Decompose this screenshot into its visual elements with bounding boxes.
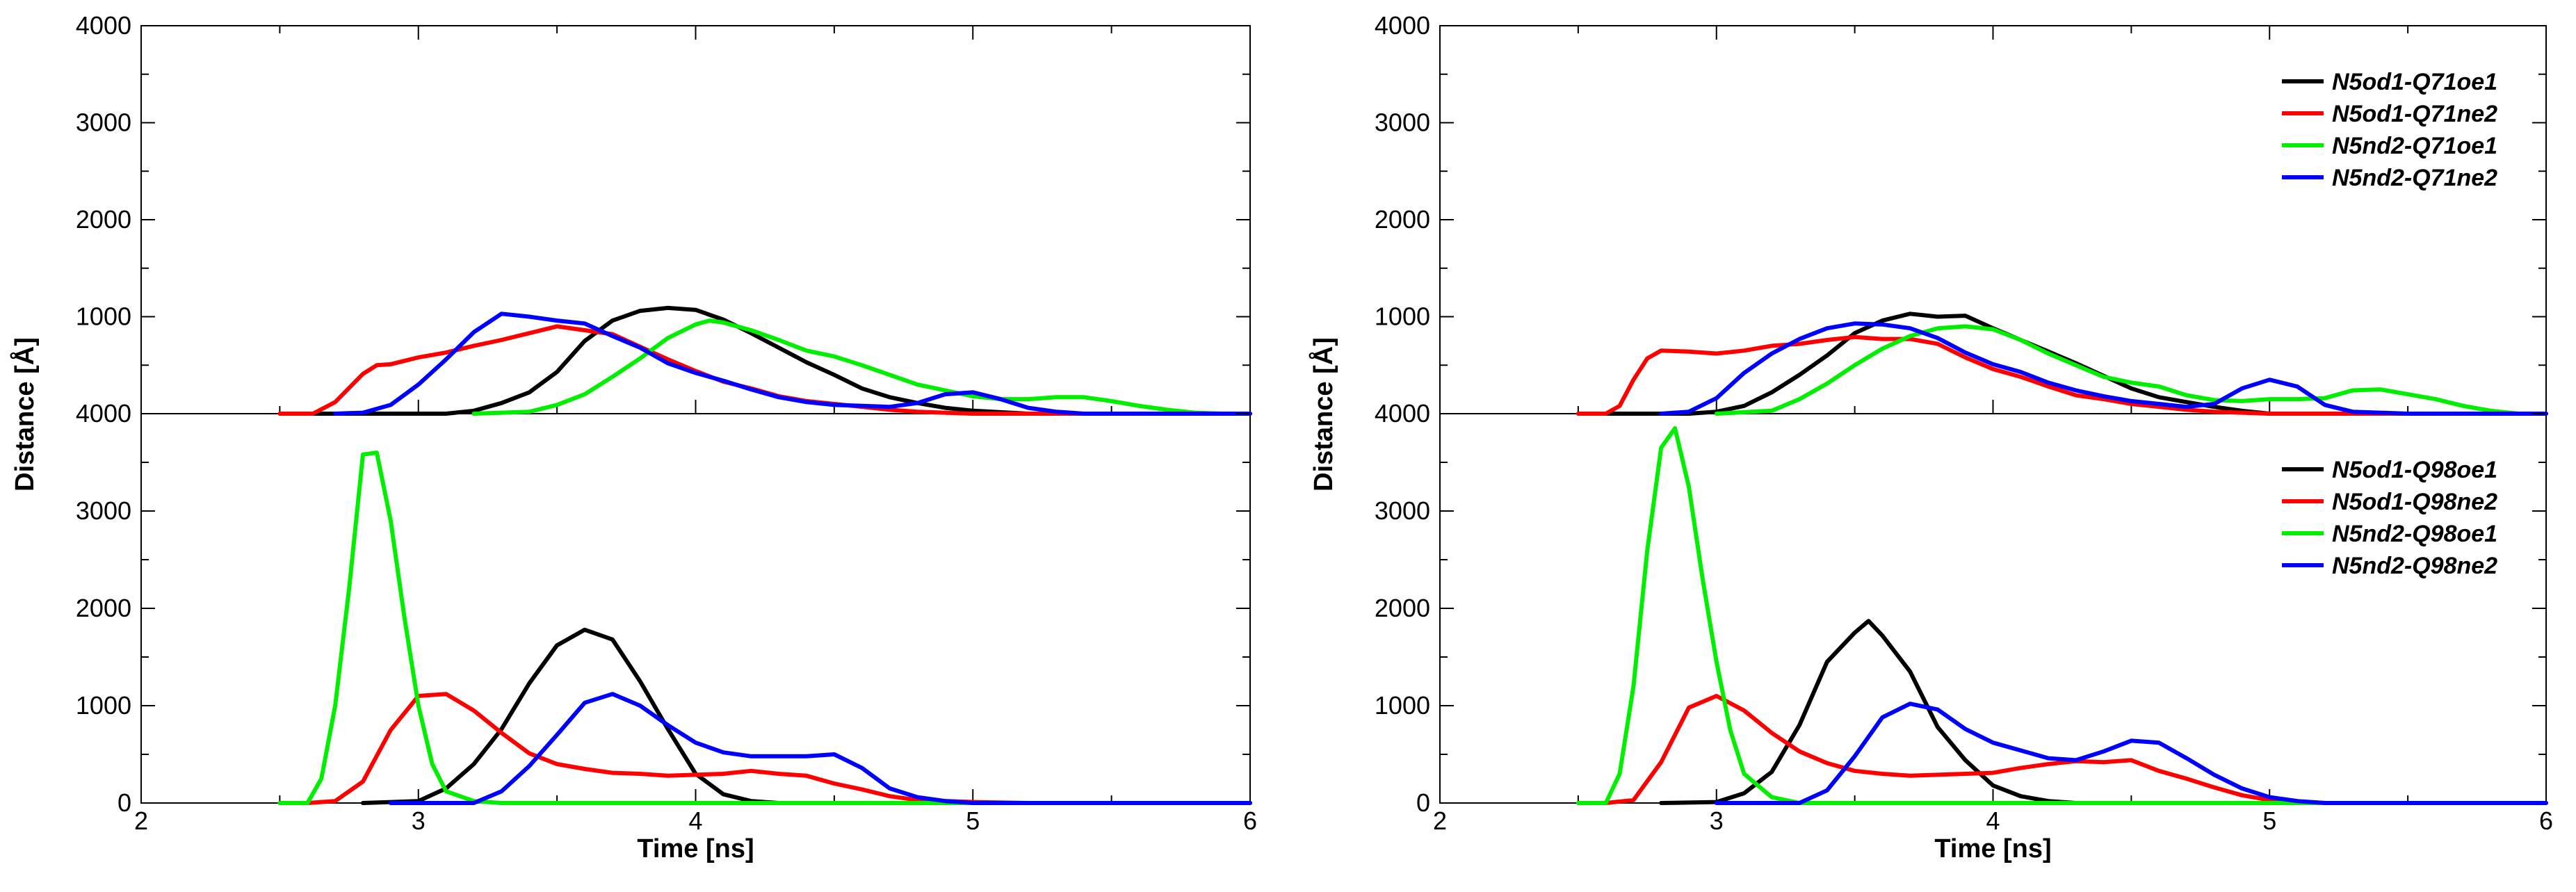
series-line-N5od1-Q71oe1 bbox=[305, 305, 1252, 416]
series-line-N5nd2-Q71oe1 bbox=[1714, 324, 2548, 416]
series-line-N5nd2-Q98oe1 bbox=[1575, 426, 2548, 805]
legend-label: N5nd2-Q71ne2 bbox=[2332, 165, 2497, 191]
series-line-N5nd2-Q98ne2 bbox=[1714, 702, 2548, 805]
x-axis-label: Time [ns] bbox=[1934, 834, 2051, 863]
series-line-N5od1-Q98ne2 bbox=[1603, 694, 2548, 805]
legend-label: N5od1-Q71oe1 bbox=[2332, 69, 2497, 95]
legend-label: N5nd2-Q98oe1 bbox=[2332, 521, 2497, 547]
y-tick-label: 4000 bbox=[76, 11, 131, 40]
y-tick-label: 2000 bbox=[76, 205, 131, 234]
y-tick-label: 2000 bbox=[1375, 594, 1430, 622]
series-line-N5nd2-Q71ne2 bbox=[333, 311, 1252, 416]
series-line-N5od1-Q71oe1 bbox=[1603, 311, 2548, 416]
y-tick-label: 1000 bbox=[76, 302, 131, 331]
y-tick-label: 0 bbox=[1416, 788, 1430, 817]
series-line-N5nd2-Q71oe1 bbox=[471, 318, 1252, 416]
y-tick-label: 1000 bbox=[76, 691, 131, 720]
x-tick-label: 3 bbox=[1710, 806, 1724, 835]
x-tick-label: 2 bbox=[134, 806, 148, 835]
x-tick-label: 4 bbox=[1986, 806, 2000, 835]
y-tick-label: 4000 bbox=[1375, 399, 1430, 428]
y-tick-label: 2000 bbox=[1375, 205, 1430, 234]
series-line-N5nd2-Q98oe1 bbox=[277, 451, 1252, 805]
series-line-N5nd2-Q98ne2 bbox=[388, 692, 1252, 805]
legend-label: N5od1-Q98ne2 bbox=[2332, 489, 2497, 515]
y-tick-label: 1000 bbox=[1375, 691, 1430, 720]
y-tick-label: 4000 bbox=[76, 399, 131, 428]
legend-label: N5nd2-Q98ne2 bbox=[2332, 553, 2497, 579]
x-tick-label: 4 bbox=[688, 806, 702, 835]
subplot-top: 4000 1000 2000 3000 4000 bbox=[76, 11, 1252, 428]
y-tick-label: 0 bbox=[118, 788, 131, 817]
series-line-N5od1-Q71ne2 bbox=[1575, 334, 2548, 416]
y-tick-label: 3000 bbox=[1375, 496, 1430, 525]
subplot-bottom: 0 1000 2000 3000 N5od1-Q98oe1 N5od1-Q98ne2 N5n… bbox=[1375, 413, 2548, 817]
subplot-top: 4000 1000 2000 3000 4000 N5od1-Q71oe1 N5od1-Q7… bbox=[1375, 11, 2548, 428]
chart-panel-left: 2 3 4 5 6 Time [ns] Distance [Å] 4000 1000 2000 30… bbox=[9, 11, 1257, 863]
legend-label: N5od1-Q98oe1 bbox=[2332, 457, 2497, 483]
x-tick-label: 5 bbox=[966, 806, 980, 835]
x-tick-label: 3 bbox=[412, 806, 426, 835]
legend-label: N5od1-Q71ne2 bbox=[2332, 101, 2497, 127]
chart-panel-right: 2 3 4 5 6 Time [ns] Distance [Å] 4000 1000 2000 30… bbox=[1308, 11, 2553, 863]
subplot-bottom: 0 1000 2000 3000 bbox=[76, 413, 1252, 817]
x-tick-label: 5 bbox=[2262, 806, 2276, 835]
x-tick-label: 2 bbox=[1433, 806, 1447, 835]
y-tick-label: 1000 bbox=[1375, 302, 1430, 331]
y-tick-label: 3000 bbox=[76, 108, 131, 137]
series-line-N5od1-Q98oe1 bbox=[1659, 619, 2548, 805]
series-line-N5nd2-Q71ne2 bbox=[1659, 321, 2548, 416]
x-axis-label: Time [ns] bbox=[637, 834, 754, 863]
y-axis-label: Distance [Å] bbox=[9, 337, 40, 492]
y-axis-label: Distance [Å] bbox=[1308, 337, 1338, 492]
y-tick-label: 4000 bbox=[1375, 11, 1430, 40]
x-tick-label: 6 bbox=[1243, 806, 1257, 835]
y-tick-label: 3000 bbox=[76, 496, 131, 525]
x-tick-label: 6 bbox=[2539, 806, 2553, 835]
series-line-N5od1-Q98ne2 bbox=[305, 692, 1252, 805]
series-line-N5od1-Q98oe1 bbox=[361, 627, 1252, 805]
legend-label: N5nd2-Q71oe1 bbox=[2332, 133, 2497, 159]
y-tick-label: 2000 bbox=[76, 594, 131, 622]
y-tick-label: 3000 bbox=[1375, 108, 1430, 137]
